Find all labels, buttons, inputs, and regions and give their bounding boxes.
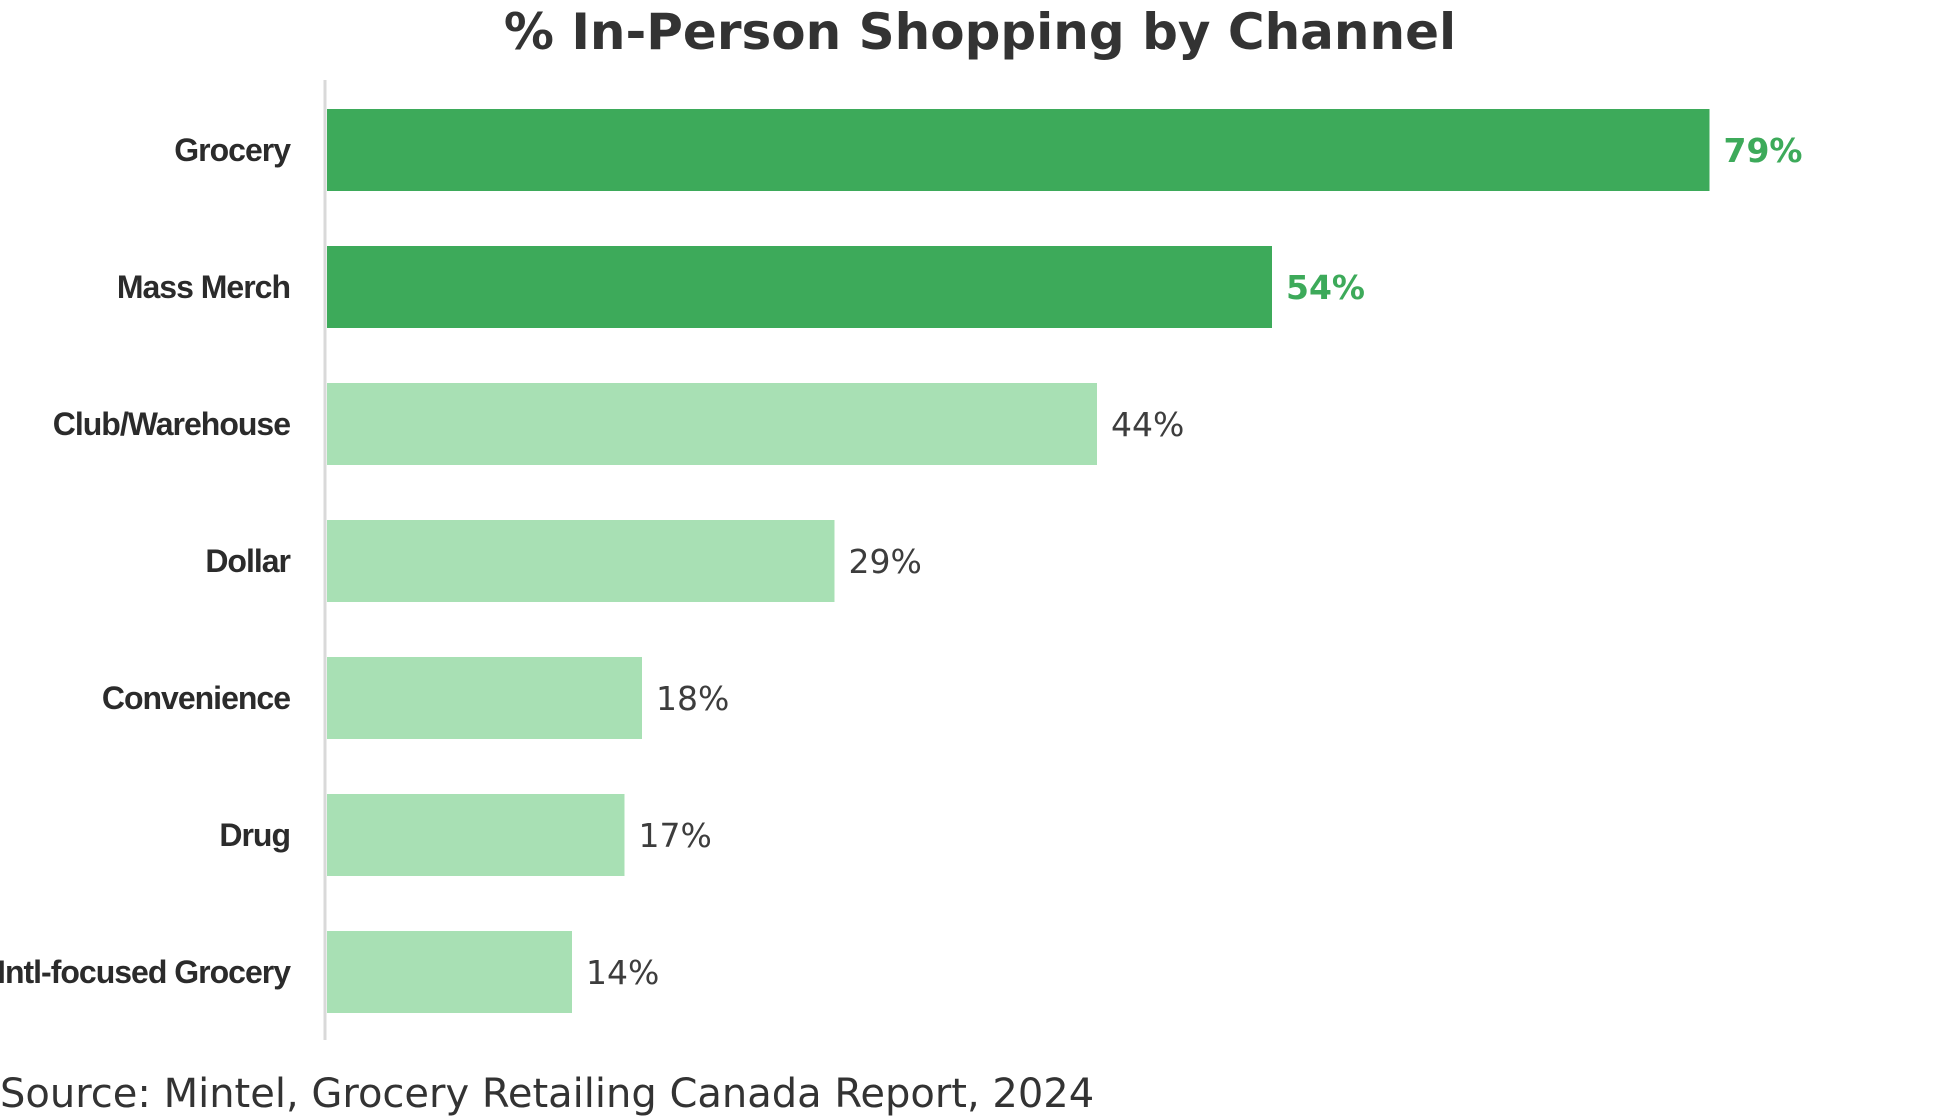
- bar-drug: [327, 794, 625, 876]
- category-label: Dollar: [205, 543, 290, 579]
- bar-club-warehouse: [327, 383, 1097, 465]
- value-label: 54%: [1286, 268, 1365, 307]
- category-label: Drug: [219, 817, 290, 853]
- value-label: 44%: [1111, 405, 1184, 444]
- category-label: Grocery: [174, 132, 291, 168]
- chart-title: % In-Person Shopping by Channel: [503, 3, 1457, 61]
- bar-intl-focused-grocery: [327, 931, 572, 1013]
- value-label: 18%: [656, 679, 729, 718]
- category-label: Club/Warehouse: [53, 406, 290, 442]
- bar-dollar: [327, 520, 835, 602]
- value-label: 17%: [639, 816, 712, 855]
- bar-grocery: [327, 109, 1710, 191]
- value-label: 29%: [849, 542, 922, 581]
- bar-mass-merch: [327, 246, 1272, 328]
- bar-convenience: [327, 657, 642, 739]
- value-label: 79%: [1724, 131, 1803, 170]
- value-label: 14%: [586, 953, 659, 992]
- source-note: Source: Mintel, Grocery Retailing Canada…: [0, 1071, 1095, 1117]
- category-label: Intl-focused Grocery: [0, 954, 291, 990]
- category-label: Convenience: [102, 680, 290, 716]
- category-label: Mass Merch: [117, 269, 290, 305]
